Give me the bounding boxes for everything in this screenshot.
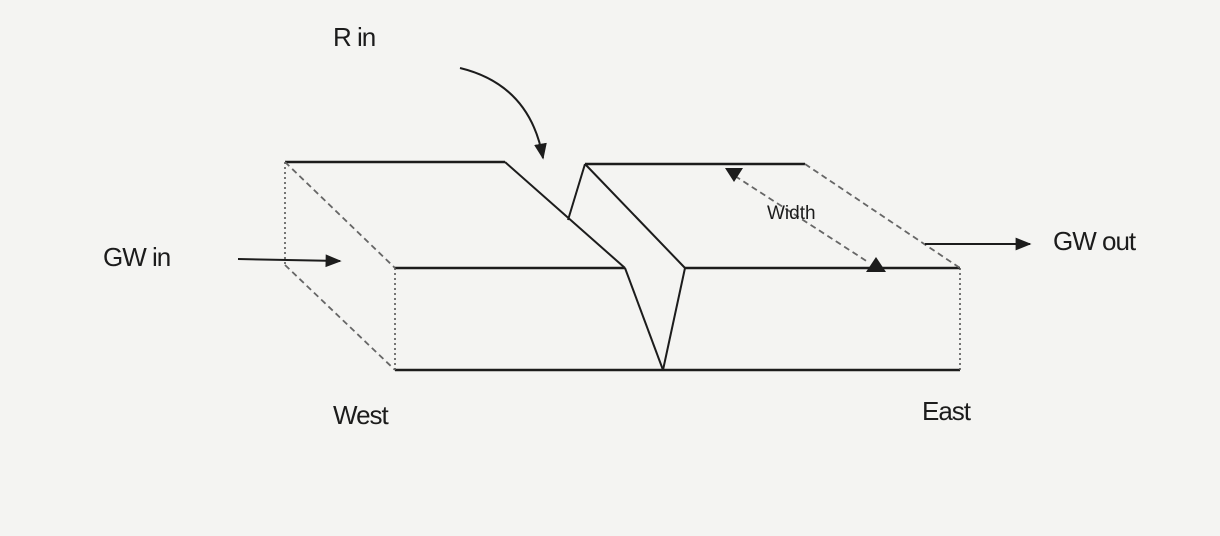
gw-in-arrow-icon bbox=[237, 254, 342, 268]
recharge-arrow-icon bbox=[459, 67, 547, 160]
groundwater-out-label: GW out bbox=[1053, 226, 1136, 256]
depth-edges bbox=[284, 161, 961, 371]
hidden-edges bbox=[284, 162, 961, 370]
recharge-in-label: R in bbox=[333, 22, 376, 52]
east-label: East bbox=[922, 396, 971, 426]
width-marker-top-icon bbox=[725, 168, 743, 182]
west-label: West bbox=[333, 400, 389, 430]
width-label: Width bbox=[767, 203, 816, 224]
groundwater-in-label: GW in bbox=[103, 242, 171, 272]
river-channel bbox=[504, 161, 686, 371]
width-marker-bottom-icon bbox=[866, 257, 886, 272]
